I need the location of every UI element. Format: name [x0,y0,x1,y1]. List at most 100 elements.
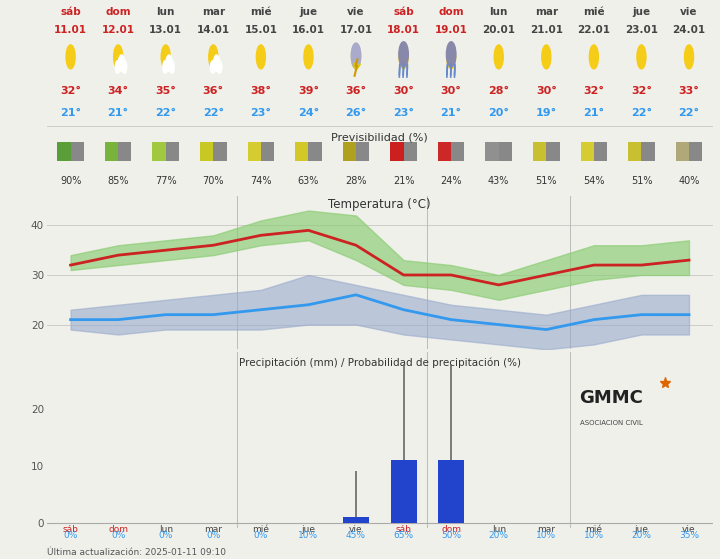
FancyBboxPatch shape [438,143,451,161]
Text: 19°: 19° [536,108,557,119]
FancyBboxPatch shape [71,143,84,161]
Text: 11.01: 11.01 [54,25,87,35]
FancyBboxPatch shape [499,143,512,161]
Text: jue: jue [300,7,318,17]
Text: 0%: 0% [63,531,78,540]
Text: 0%: 0% [111,531,125,540]
Text: 30°: 30° [393,86,414,96]
Text: 38°: 38° [251,86,271,96]
FancyBboxPatch shape [675,143,689,161]
Circle shape [118,55,125,72]
FancyBboxPatch shape [390,143,404,161]
FancyBboxPatch shape [58,143,71,161]
Text: 85%: 85% [107,176,129,186]
Text: sáb: sáb [393,7,414,17]
FancyBboxPatch shape [356,143,369,161]
Text: mié: mié [583,7,605,17]
Text: 30°: 30° [441,86,462,96]
Circle shape [304,45,313,69]
FancyBboxPatch shape [533,143,546,161]
Text: 51%: 51% [631,176,652,186]
Circle shape [122,61,127,73]
Text: 24%: 24% [441,176,462,186]
Text: lun: lun [492,524,505,533]
Text: Temperatura (°C): Temperatura (°C) [328,198,431,211]
Text: lun: lun [158,524,173,533]
Text: 43%: 43% [488,176,510,186]
FancyBboxPatch shape [166,143,179,161]
Text: 23.01: 23.01 [625,25,658,35]
Text: 10%: 10% [536,531,557,540]
FancyBboxPatch shape [594,143,607,161]
Text: mar: mar [535,7,558,17]
Text: 20°: 20° [488,108,509,119]
FancyBboxPatch shape [261,143,274,161]
Text: Última actualización: 2025-01-11 09:10: Última actualización: 2025-01-11 09:10 [47,548,226,557]
Circle shape [214,55,220,72]
FancyBboxPatch shape [200,143,213,161]
Text: 34°: 34° [107,86,129,96]
Text: Previsibilidad (%): Previsibilidad (%) [331,132,428,143]
Circle shape [66,45,75,69]
Text: 32°: 32° [60,86,81,96]
Text: 24.01: 24.01 [672,25,706,35]
Text: 19.01: 19.01 [435,25,467,35]
Circle shape [494,45,503,69]
Text: 36°: 36° [203,86,224,96]
Text: dom: dom [105,7,131,17]
FancyBboxPatch shape [105,143,118,161]
Text: 70%: 70% [202,176,224,186]
Text: 0%: 0% [158,531,173,540]
Text: 21°: 21° [441,108,462,119]
Circle shape [351,43,361,68]
Circle shape [210,61,215,73]
Text: 35°: 35° [156,86,176,96]
Text: sáb: sáb [60,7,81,17]
Text: 17.01: 17.01 [339,25,372,35]
Text: 22.01: 22.01 [577,25,611,35]
Text: 22°: 22° [203,108,224,119]
Text: mar: mar [202,7,225,17]
FancyBboxPatch shape [308,143,322,161]
Text: 26°: 26° [346,108,366,119]
Text: 13.01: 13.01 [149,25,182,35]
Text: jue: jue [632,7,650,17]
FancyBboxPatch shape [118,143,132,161]
Text: 22°: 22° [156,108,176,119]
Text: dom: dom [108,524,128,533]
Text: 32°: 32° [631,86,652,96]
Text: 14.01: 14.01 [197,25,230,35]
FancyBboxPatch shape [546,143,559,161]
Circle shape [114,45,122,69]
FancyBboxPatch shape [213,143,227,161]
Circle shape [115,61,120,73]
FancyBboxPatch shape [642,143,654,161]
Text: 54%: 54% [583,176,605,186]
Text: vie: vie [347,7,365,17]
Text: 0%: 0% [206,531,220,540]
Text: 10%: 10% [584,531,604,540]
Circle shape [209,45,218,69]
Text: 63%: 63% [298,176,319,186]
Text: mié: mié [250,7,271,17]
Text: mar: mar [537,524,555,533]
Bar [390,460,417,523]
Text: 21°: 21° [107,108,129,119]
Text: 23°: 23° [393,108,414,119]
FancyBboxPatch shape [153,143,166,161]
Text: 77%: 77% [155,176,176,186]
Circle shape [256,45,266,69]
Text: 20%: 20% [631,531,652,540]
Text: jue: jue [302,524,315,533]
Text: 50%: 50% [441,531,462,540]
FancyBboxPatch shape [689,143,702,161]
Text: 15.01: 15.01 [244,25,277,35]
Text: jue: jue [634,524,649,533]
Text: 51%: 51% [536,176,557,186]
Text: vie: vie [349,524,363,533]
Text: 21.01: 21.01 [530,25,563,35]
FancyBboxPatch shape [485,143,499,161]
Text: 22°: 22° [678,108,700,119]
Text: 21%: 21% [393,176,414,186]
Bar [343,517,369,523]
